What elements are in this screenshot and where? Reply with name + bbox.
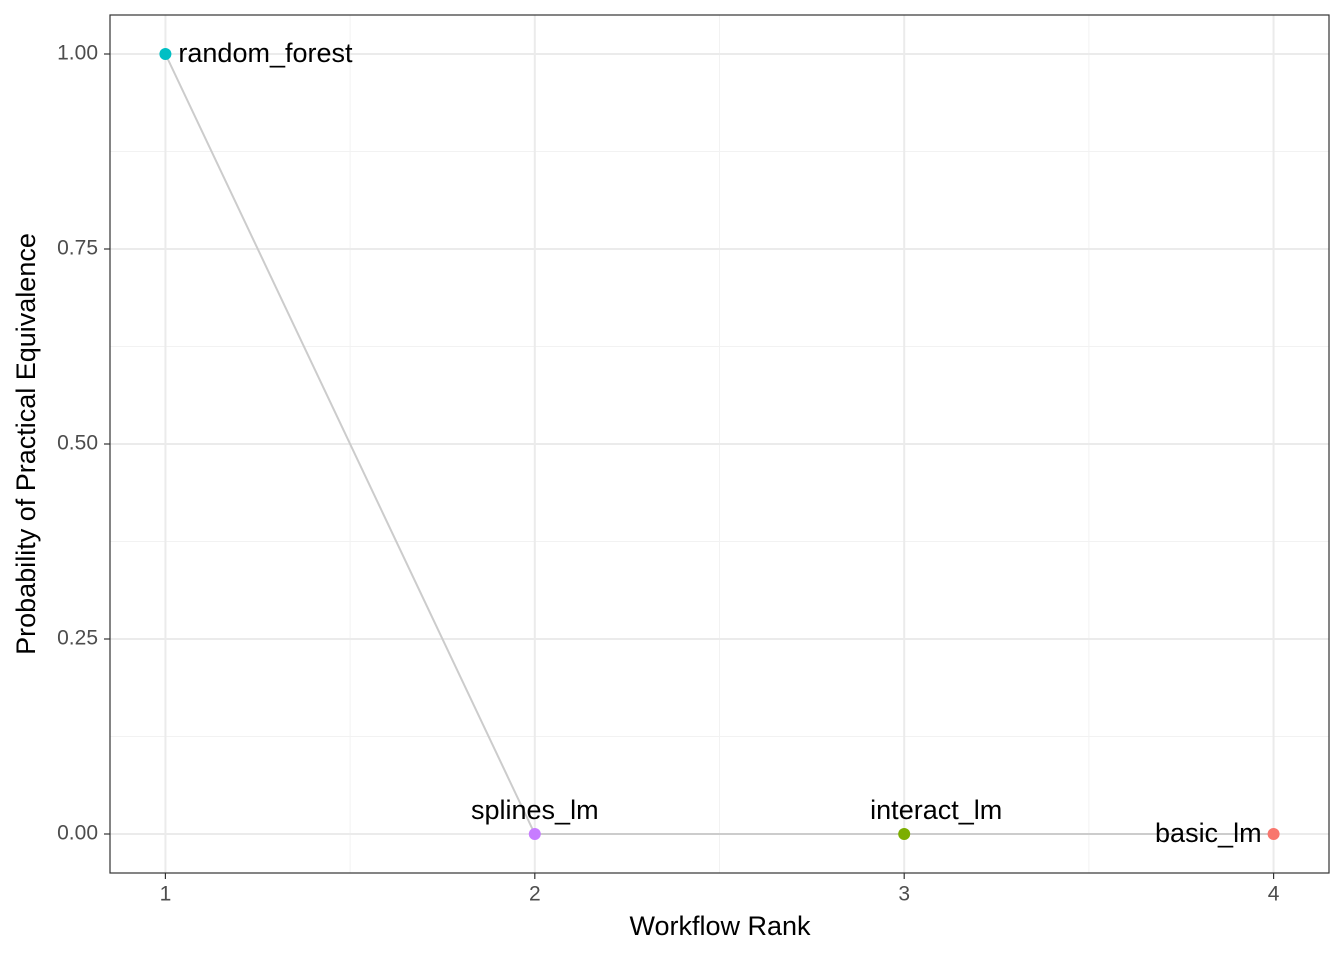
- x-axis-label: Workflow Rank: [629, 911, 811, 941]
- point-label: basic_lm: [1155, 818, 1262, 848]
- x-tick-label: 3: [898, 883, 910, 906]
- point-label: interact_lm: [870, 795, 1002, 825]
- y-tick-label: 1.00: [57, 42, 98, 65]
- y-tick-label: 0.75: [57, 237, 98, 260]
- point: [159, 48, 172, 60]
- y-tick-label: 0.50: [57, 432, 98, 455]
- point: [898, 828, 911, 840]
- line: [164, 53, 1274, 835]
- y-axis-label: Probability of Practical Equivalence: [11, 233, 41, 655]
- point-label: random_forest: [178, 38, 353, 68]
- x-tick-label: 1: [160, 883, 172, 906]
- x-tick-label: 4: [1268, 883, 1280, 906]
- panel-border: [109, 14, 1330, 874]
- point-label: splines_lm: [471, 795, 599, 825]
- point: [1267, 828, 1280, 840]
- y-tick-label: 0.25: [57, 627, 98, 650]
- y-tick-label: 0.00: [57, 822, 98, 845]
- x-tick-label: 2: [529, 883, 541, 906]
- point: [528, 828, 541, 840]
